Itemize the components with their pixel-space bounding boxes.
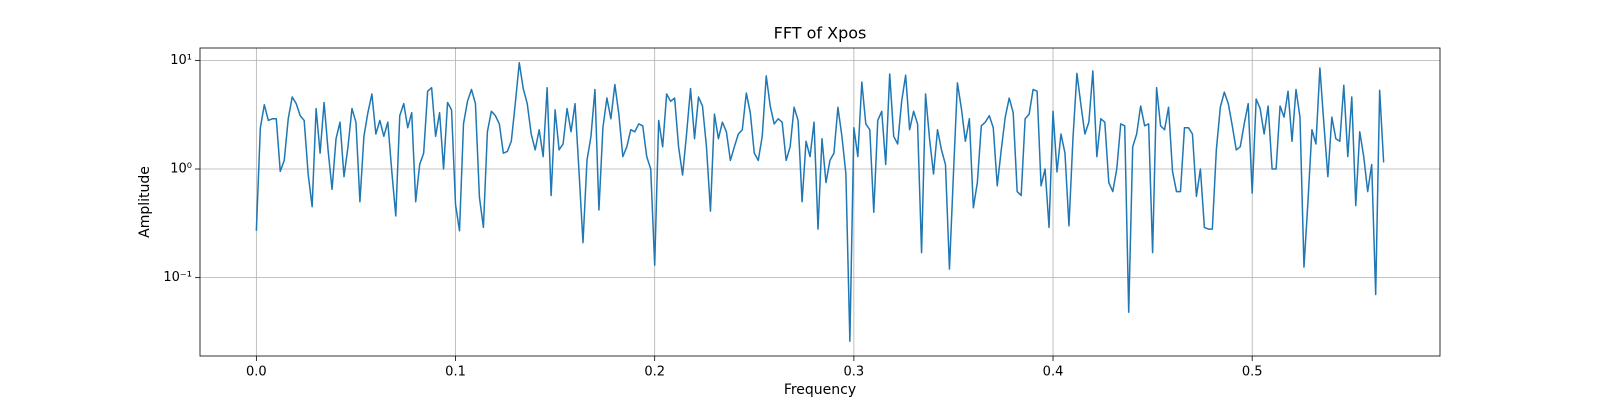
y-axis-label: Amplitude	[137, 166, 153, 238]
x-tick-label: 0.2	[644, 365, 665, 380]
data-line	[255, 62, 1385, 342]
y-tick-label: 10⁰	[170, 162, 192, 177]
x-tick-label: 0.3	[844, 365, 865, 380]
x-axis-label: Frequency	[784, 382, 856, 398]
x-tick-label: 0.5	[1242, 365, 1263, 380]
x-tick-label: 0.0	[246, 365, 267, 380]
axes-frame	[199, 47, 1441, 357]
chart-title: FFT of Xpos	[774, 24, 867, 43]
y-tick-label: 10¹	[170, 53, 192, 68]
x-tick-label: 0.1	[445, 365, 466, 380]
y-tick-label: 10⁻¹	[163, 270, 192, 285]
x-tick-label: 0.4	[1043, 365, 1064, 380]
